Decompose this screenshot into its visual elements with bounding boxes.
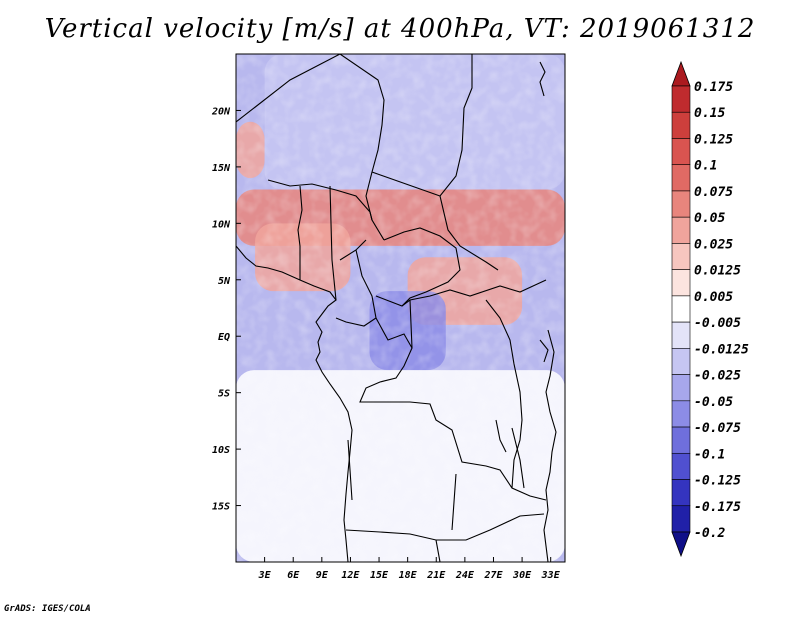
colorbar-label: -0.0125 <box>694 342 749 357</box>
colorbar-label: 0.1 <box>694 159 717 174</box>
y-tick-label: 5N <box>218 276 231 287</box>
y-axis: 20N 15N 10N 5N EQ 5S 10S 15S <box>211 106 241 513</box>
y-tick-label: EQ <box>218 332 230 343</box>
colorbar-label: -0.125 <box>694 474 741 489</box>
y-tick-label: 20N <box>211 106 231 117</box>
field-texture <box>236 54 565 562</box>
colorbar-label: -0.05 <box>694 395 733 410</box>
x-tick-label: 3E <box>258 570 272 581</box>
colorbar-band <box>671 295 691 323</box>
colorbar-band <box>671 348 691 375</box>
coastline-west <box>236 245 353 562</box>
colorbar-label: -0.075 <box>694 421 741 436</box>
border-nigeria <box>267 179 373 301</box>
x-tick-label: 33E <box>541 570 561 581</box>
colorbar-band <box>671 138 691 166</box>
colorbar-label: 0.0125 <box>694 264 741 279</box>
plot-frame <box>235 53 566 563</box>
colorbar-label: 0.05 <box>694 211 725 226</box>
grads-credit: GrADS: IGES/COLA <box>4 604 91 614</box>
map-borders <box>236 54 557 562</box>
colorbar-label: 0.175 <box>694 80 733 95</box>
colorbar-band <box>671 505 691 533</box>
x-tick-label: 21E <box>426 570 446 581</box>
border-south <box>345 439 545 562</box>
y-tick-label: 15S <box>212 502 230 513</box>
colorbar-band <box>671 190 691 218</box>
y-tick-label: 10N <box>212 219 231 230</box>
x-tick-label: 12E <box>341 570 360 581</box>
x-tick-label: 18E <box>399 570 418 581</box>
colorbar-extend-min <box>671 531 691 558</box>
colorbar-band <box>671 269 691 297</box>
colorbar-extend-max <box>671 60 691 87</box>
colorbar-label: 0.125 <box>694 132 733 147</box>
x-tick-label: 30E <box>512 570 532 581</box>
colorbar-label: -0.1 <box>694 447 725 462</box>
colorbar-label: -0.2 <box>694 526 725 541</box>
colorbar-band <box>671 243 691 270</box>
colorbar-label: 0.075 <box>694 185 733 200</box>
x-tick-label: 9E <box>316 570 329 581</box>
x-tick-label: 15E <box>370 570 389 581</box>
colorbar-label: -0.025 <box>694 369 741 384</box>
colorbar-label: 0.005 <box>694 290 733 305</box>
colorbar-label: 0.15 <box>694 106 725 121</box>
border-car <box>375 279 547 307</box>
colorbar-band <box>671 426 691 454</box>
colorbar-band <box>671 216 691 244</box>
x-tick-label: 24E <box>455 570 475 581</box>
lakes <box>495 339 549 489</box>
x-tick-label: 27E <box>483 570 503 581</box>
colorbar-band <box>671 374 691 402</box>
y-tick-label: 5S <box>218 389 230 400</box>
colorbar: 0.175 0.15 0.125 0.1 0.075 0.05 0.025 0.0125 0.0… <box>671 60 749 558</box>
colorbar-band <box>671 479 691 507</box>
colorbar-band <box>671 400 691 428</box>
x-axis: 3E 6E 9E 12E 15E 18E 21E 24E 27E 30E 33E <box>258 557 561 581</box>
y-tick-label: 10S <box>212 445 230 456</box>
coastline-east <box>539 61 557 562</box>
border-chad <box>383 195 499 307</box>
colorbar-band <box>671 452 691 480</box>
colorbar-band <box>671 85 691 113</box>
colorbar-band <box>671 321 691 349</box>
colorbar-band <box>671 164 691 192</box>
colorbar-label: -0.175 <box>694 500 741 515</box>
colorbar-label: -0.005 <box>694 316 741 331</box>
colorbar-band <box>671 111 691 139</box>
chart-title: Vertical velocity [m/s] at 400hPa, VT: 2… <box>44 14 756 44</box>
y-tick-label: 15N <box>212 163 231 174</box>
border-drc <box>359 299 547 501</box>
x-tick-label: 6E <box>287 570 300 581</box>
colorbar-label: 0.025 <box>694 237 733 252</box>
